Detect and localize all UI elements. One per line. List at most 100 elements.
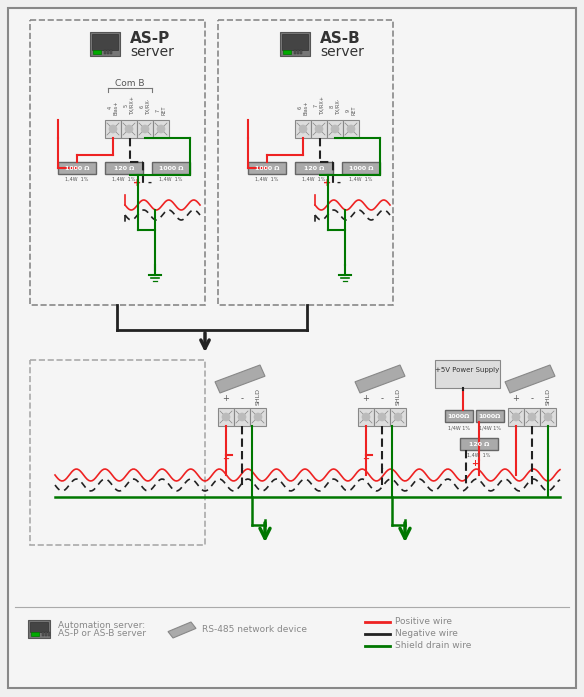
Circle shape (141, 125, 149, 133)
Text: Negative wire: Negative wire (395, 629, 458, 638)
Bar (30, 622, 48, 632)
Text: 1/4W 1%: 1/4W 1% (479, 425, 501, 430)
Text: server: server (130, 45, 174, 59)
Polygon shape (168, 622, 196, 638)
Text: 1000 Ω: 1000 Ω (255, 165, 279, 171)
Text: 1,4W  1%: 1,4W 1% (303, 177, 326, 182)
Circle shape (157, 125, 165, 133)
Bar (343, 120, 359, 138)
Text: -: - (337, 178, 341, 188)
Text: 1/4W 1%: 1/4W 1% (448, 425, 470, 430)
Text: AS-P: AS-P (130, 31, 171, 45)
Text: +: + (223, 394, 230, 403)
Bar (294, 50, 296, 54)
Bar (508, 408, 524, 426)
Bar (283, 50, 291, 54)
Text: 9
RET: 9 RET (346, 105, 356, 115)
Text: -: - (381, 394, 384, 403)
Bar (297, 50, 299, 54)
Text: SHLD: SHLD (255, 388, 260, 405)
Text: 120 Ω: 120 Ω (114, 165, 134, 171)
Circle shape (528, 413, 536, 421)
Bar (282, 34, 308, 50)
Bar (445, 410, 473, 422)
Polygon shape (215, 365, 265, 393)
Text: Com B: Com B (115, 79, 145, 88)
Bar (107, 50, 109, 54)
Text: Automation server:: Automation server: (58, 620, 145, 629)
Bar (93, 50, 101, 54)
Circle shape (238, 413, 246, 421)
Bar (48, 632, 50, 636)
Bar (295, 120, 311, 138)
Circle shape (109, 125, 117, 133)
Bar (234, 408, 250, 426)
Circle shape (254, 413, 262, 421)
Text: -: - (147, 178, 151, 188)
Text: +: + (471, 459, 478, 468)
Text: 6
TX/RX-: 6 TX/RX- (140, 99, 151, 115)
Text: -: - (241, 394, 244, 403)
Bar (105, 162, 143, 174)
Text: 8
TX/RX-: 8 TX/RX- (329, 99, 340, 115)
Text: +5V Power Supply: +5V Power Supply (435, 367, 499, 373)
Text: AS-P or AS-B server: AS-P or AS-B server (58, 629, 146, 638)
Bar (58, 162, 96, 174)
Text: +: + (513, 394, 519, 403)
Text: 1000 Ω: 1000 Ω (159, 165, 183, 171)
Bar (374, 408, 390, 426)
Bar (121, 120, 137, 138)
Circle shape (378, 413, 386, 421)
Text: 1,4W  1%: 1,4W 1% (467, 453, 491, 458)
Text: 1000Ω: 1000Ω (448, 413, 470, 418)
Text: -: - (241, 465, 244, 471)
Text: AS-B: AS-B (320, 31, 361, 45)
Text: +: + (323, 178, 331, 188)
Text: +: + (363, 394, 370, 403)
Text: 1,4W  1%: 1,4W 1% (65, 177, 89, 182)
Text: 4
Bias+: 4 Bias+ (107, 100, 119, 115)
Bar (218, 408, 234, 426)
Circle shape (331, 125, 339, 133)
Text: Shield drain wire: Shield drain wire (395, 641, 471, 650)
Text: 7
RET: 7 RET (155, 105, 166, 115)
Bar (104, 50, 106, 54)
Text: server: server (320, 45, 364, 59)
Circle shape (362, 413, 370, 421)
Text: 7
TX/RX+: 7 TX/RX+ (314, 96, 324, 115)
Text: RS-485 network device: RS-485 network device (202, 625, 307, 634)
Circle shape (347, 125, 355, 133)
Bar (137, 120, 153, 138)
Bar (105, 120, 121, 138)
Text: 1,4W  1%: 1,4W 1% (349, 177, 373, 182)
Bar (390, 408, 406, 426)
Bar (342, 162, 380, 174)
Polygon shape (355, 365, 405, 393)
Text: SHLD: SHLD (395, 388, 401, 405)
Circle shape (299, 125, 307, 133)
Text: 1,4W  1%: 1,4W 1% (159, 177, 183, 182)
Bar (476, 410, 504, 422)
Bar (42, 632, 44, 636)
Text: 5
TX/RX+: 5 TX/RX+ (124, 96, 134, 115)
Text: 1000 Ω: 1000 Ω (349, 165, 373, 171)
Text: +: + (223, 454, 230, 463)
Bar (153, 120, 169, 138)
Bar (540, 408, 556, 426)
Bar (152, 162, 190, 174)
Bar (327, 120, 343, 138)
Text: 1,4W  1%: 1,4W 1% (255, 177, 279, 182)
Circle shape (394, 413, 402, 421)
Text: 1,4W  1%: 1,4W 1% (112, 177, 135, 182)
Text: +: + (133, 178, 141, 188)
Text: 1000 Ω: 1000 Ω (65, 165, 89, 171)
Text: -: - (381, 465, 383, 471)
Bar (280, 32, 310, 56)
Bar (45, 632, 47, 636)
Text: +: + (363, 454, 370, 463)
Bar (300, 50, 302, 54)
Bar (358, 408, 374, 426)
Bar (28, 620, 50, 638)
Bar (524, 408, 540, 426)
Bar (92, 34, 118, 50)
